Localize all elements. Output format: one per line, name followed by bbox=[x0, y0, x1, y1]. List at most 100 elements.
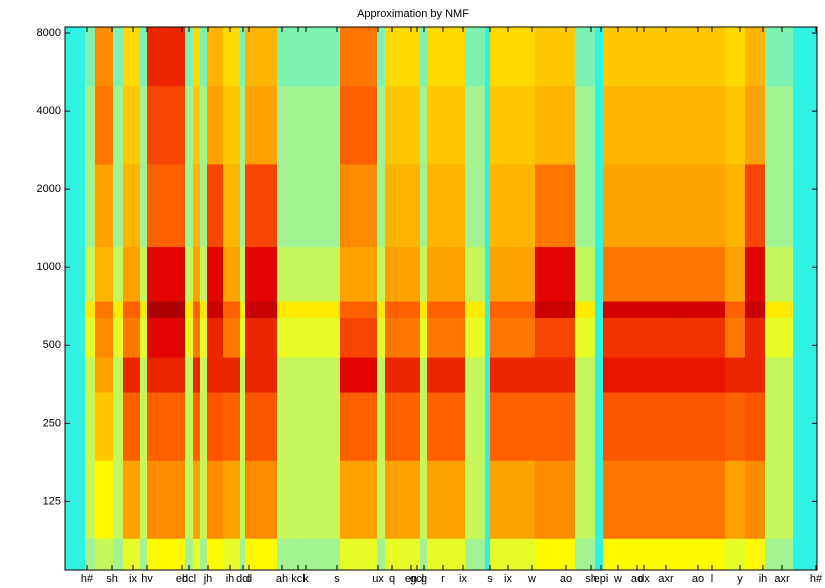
heatmap-cell bbox=[603, 85, 676, 165]
heatmap-cell bbox=[420, 357, 428, 393]
heatmap-cell bbox=[140, 357, 148, 393]
heatmap-cell bbox=[595, 538, 604, 571]
heatmap-cell bbox=[595, 392, 604, 461]
heatmap-cell bbox=[147, 164, 186, 248]
heatmap-cell bbox=[745, 164, 766, 248]
y-tick-label: 250 bbox=[43, 417, 61, 429]
heatmap-cell bbox=[140, 392, 148, 461]
heatmap-cell bbox=[535, 357, 576, 393]
heatmap-cell bbox=[277, 357, 298, 393]
heatmap-cell bbox=[303, 27, 316, 87]
heatmap-cell bbox=[377, 164, 386, 248]
heatmap-cell bbox=[485, 301, 491, 318]
heatmap-cell bbox=[297, 301, 304, 318]
heatmap-cell bbox=[385, 27, 421, 87]
x-tick-label: dcl bbox=[236, 573, 250, 585]
heatmap-cell bbox=[595, 357, 604, 393]
heatmap-cell bbox=[315, 460, 341, 539]
heatmap-cell bbox=[675, 392, 726, 461]
heatmap-cell bbox=[223, 538, 241, 571]
heatmap-cell bbox=[385, 538, 421, 571]
x-tick-label: ao bbox=[631, 573, 643, 585]
heatmap-cell bbox=[575, 317, 596, 358]
heatmap-cell bbox=[675, 85, 726, 165]
heatmap-cell bbox=[595, 246, 604, 302]
heatmap-cell bbox=[725, 164, 746, 248]
heatmap-cell bbox=[85, 301, 96, 318]
heatmap-cell bbox=[297, 538, 304, 571]
heatmap-cell bbox=[140, 460, 148, 539]
heatmap-cell bbox=[85, 27, 96, 87]
heatmap-cell bbox=[765, 460, 794, 539]
heatmap-cell bbox=[193, 301, 201, 318]
heatmap-cell bbox=[725, 392, 746, 461]
heatmap-cell bbox=[113, 317, 124, 358]
heatmap-cell bbox=[765, 538, 794, 571]
heatmap-cell bbox=[385, 317, 421, 358]
heatmap-cell bbox=[485, 460, 491, 539]
heatmap-cell bbox=[303, 85, 316, 165]
heatmap-cell bbox=[207, 460, 224, 539]
y-tick-label: 500 bbox=[43, 339, 61, 351]
heatmap-cell bbox=[377, 301, 386, 318]
heatmap-cell bbox=[140, 27, 148, 87]
heatmap-cell bbox=[535, 460, 576, 539]
heatmap-cell bbox=[420, 460, 428, 539]
heatmap-cell bbox=[485, 392, 491, 461]
heatmap-cell bbox=[147, 27, 186, 87]
heatmap-cell bbox=[745, 392, 766, 461]
heatmap-cell bbox=[95, 246, 114, 302]
heatmap-cell bbox=[490, 392, 536, 461]
heatmap-cell bbox=[420, 301, 428, 318]
heatmap-cell bbox=[603, 392, 676, 461]
heatmap-cell bbox=[490, 301, 536, 318]
heatmap-cell bbox=[140, 538, 148, 571]
heatmap-cell bbox=[200, 246, 208, 302]
heatmap-cell bbox=[575, 246, 596, 302]
heatmap-cell bbox=[303, 357, 316, 393]
x-tick-label: ix bbox=[504, 573, 512, 585]
heatmap-cell bbox=[315, 246, 341, 302]
heatmap-cell bbox=[113, 538, 124, 571]
heatmap-cell bbox=[575, 85, 596, 165]
x-tick-label: sh bbox=[585, 573, 597, 585]
heatmap-cell bbox=[535, 246, 576, 302]
heatmap-cell bbox=[185, 85, 194, 165]
heatmap-cell bbox=[315, 27, 341, 87]
x-tick-label: eh bbox=[176, 573, 188, 585]
heatmap-cell bbox=[465, 538, 486, 571]
heatmap-cell bbox=[575, 392, 596, 461]
heatmap-cell bbox=[123, 301, 141, 318]
heatmap-cell bbox=[745, 317, 766, 358]
y-tick-label: 2000 bbox=[37, 183, 61, 195]
heatmap-cell bbox=[340, 85, 378, 165]
heatmap-cell bbox=[240, 317, 246, 358]
heatmap-cell bbox=[245, 357, 278, 393]
x-tick-label: s bbox=[334, 573, 340, 585]
heatmap-cell bbox=[303, 538, 316, 571]
heatmap-cell bbox=[297, 392, 304, 461]
heatmap-cell bbox=[245, 392, 278, 461]
heatmap-cell bbox=[603, 357, 676, 393]
heatmap-cell bbox=[193, 164, 201, 248]
chart-title: Approximation by NMF bbox=[357, 8, 469, 20]
heatmap-cell bbox=[485, 246, 491, 302]
heatmap-cell bbox=[675, 460, 726, 539]
heatmap-cell bbox=[193, 538, 201, 571]
x-tick-label: axr bbox=[658, 573, 674, 585]
heatmap-cell bbox=[315, 392, 341, 461]
heatmap-cell bbox=[745, 246, 766, 302]
heatmap-cell bbox=[113, 246, 124, 302]
heatmap-cell bbox=[240, 27, 246, 87]
heatmap-cell bbox=[297, 460, 304, 539]
heatmap-cell bbox=[85, 85, 96, 165]
heatmap-cell bbox=[207, 164, 224, 248]
heatmap-cell bbox=[315, 357, 341, 393]
heatmap-cell bbox=[725, 301, 746, 318]
heatmap-cell bbox=[575, 301, 596, 318]
heatmap-cell bbox=[277, 538, 298, 571]
heatmap-cell bbox=[603, 246, 676, 302]
heatmap-cell bbox=[377, 460, 386, 539]
heatmap-cell bbox=[745, 85, 766, 165]
heatmap-cell bbox=[193, 27, 201, 87]
